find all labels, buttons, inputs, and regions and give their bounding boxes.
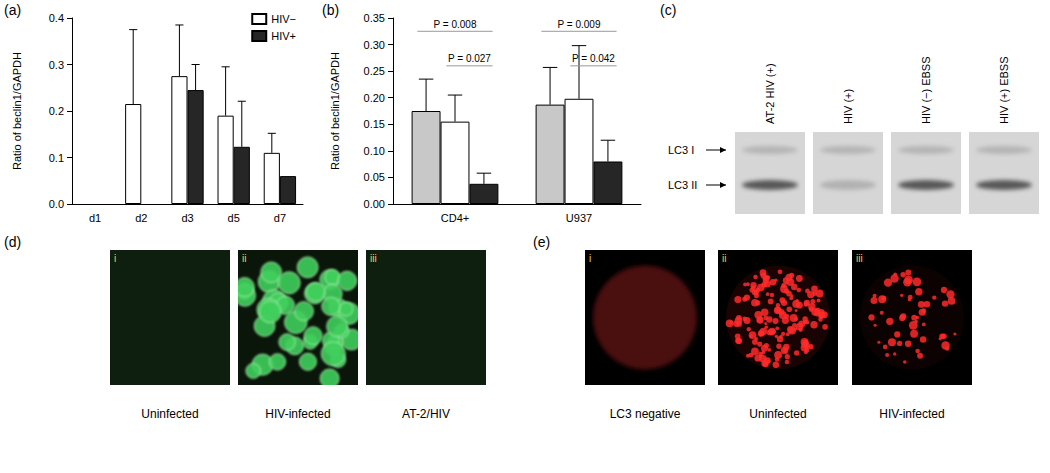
svg-text:HIV (+) EBSS: HIV (+) EBSS xyxy=(998,56,1010,124)
svg-text:P = 0.027: P = 0.027 xyxy=(448,53,491,64)
svg-text:d2: d2 xyxy=(135,212,147,224)
svg-text:LC3 I: LC3 I xyxy=(668,144,694,156)
svg-text:Ratio of beclin1/GAPDH: Ratio of beclin1/GAPDH xyxy=(329,52,341,170)
svg-text:iii: iii xyxy=(370,253,377,264)
svg-text:0.35: 0.35 xyxy=(364,12,385,24)
svg-text:0.25: 0.25 xyxy=(364,65,385,77)
svg-text:HIV (+): HIV (+) xyxy=(842,89,854,124)
svg-text:0.0: 0.0 xyxy=(49,198,64,210)
svg-text:HIV−: HIV− xyxy=(271,13,296,25)
svg-text:HIV (−) EBSS: HIV (−) EBSS xyxy=(920,56,932,124)
svg-text:0.00: 0.00 xyxy=(364,198,385,210)
svg-text:0.20: 0.20 xyxy=(364,92,385,104)
html-text:(d): (d) xyxy=(4,234,22,250)
svg-text:d3: d3 xyxy=(181,212,193,224)
svg-text:d5: d5 xyxy=(228,212,240,224)
svg-text:i: i xyxy=(114,253,116,264)
svg-text:0.05: 0.05 xyxy=(364,171,385,183)
svg-text:d7: d7 xyxy=(274,212,286,224)
svg-text:AT-2 HIV (+): AT-2 HIV (+) xyxy=(764,63,776,124)
svg-text:LC3 II: LC3 II xyxy=(668,179,697,191)
svg-text:AT-2/HIV: AT-2/HIV xyxy=(402,407,450,421)
svg-text:ii: ii xyxy=(242,253,246,264)
svg-text:0.10: 0.10 xyxy=(364,145,385,157)
html-text:(a): (a) xyxy=(4,2,22,18)
svg-text:HIV+: HIV+ xyxy=(271,30,296,42)
svg-text:iii: iii xyxy=(856,253,863,264)
svg-text:0.4: 0.4 xyxy=(49,12,64,24)
svg-text:CD4+: CD4+ xyxy=(441,212,469,224)
svg-text:d1: d1 xyxy=(89,212,101,224)
svg-text:Uninfected: Uninfected xyxy=(749,407,806,421)
svg-text:HIV-infected: HIV-infected xyxy=(879,407,944,421)
svg-text:U937: U937 xyxy=(566,212,592,224)
svg-text:0.15: 0.15 xyxy=(364,118,385,130)
html-text:(e): (e) xyxy=(533,234,551,250)
html-text:(b): (b) xyxy=(322,2,340,18)
svg-text:P = 0.009: P = 0.009 xyxy=(558,19,601,30)
svg-text:0.3: 0.3 xyxy=(49,59,64,71)
svg-text:0.30: 0.30 xyxy=(364,39,385,51)
svg-text:0.2: 0.2 xyxy=(49,105,64,117)
svg-text:0.1: 0.1 xyxy=(49,152,64,164)
svg-text:P = 0.042: P = 0.042 xyxy=(572,53,615,64)
svg-text:i: i xyxy=(589,253,591,264)
html-text:(c): (c) xyxy=(660,2,677,18)
svg-text:LC3 negative: LC3 negative xyxy=(610,407,681,421)
svg-text:P = 0.008: P = 0.008 xyxy=(434,19,477,30)
svg-text:HIV-infected: HIV-infected xyxy=(265,407,330,421)
svg-text:Uninfected: Uninfected xyxy=(141,407,198,421)
svg-text:Ratio of beclin1/GAPDH: Ratio of beclin1/GAPDH xyxy=(11,52,23,170)
svg-text:ii: ii xyxy=(722,253,726,264)
